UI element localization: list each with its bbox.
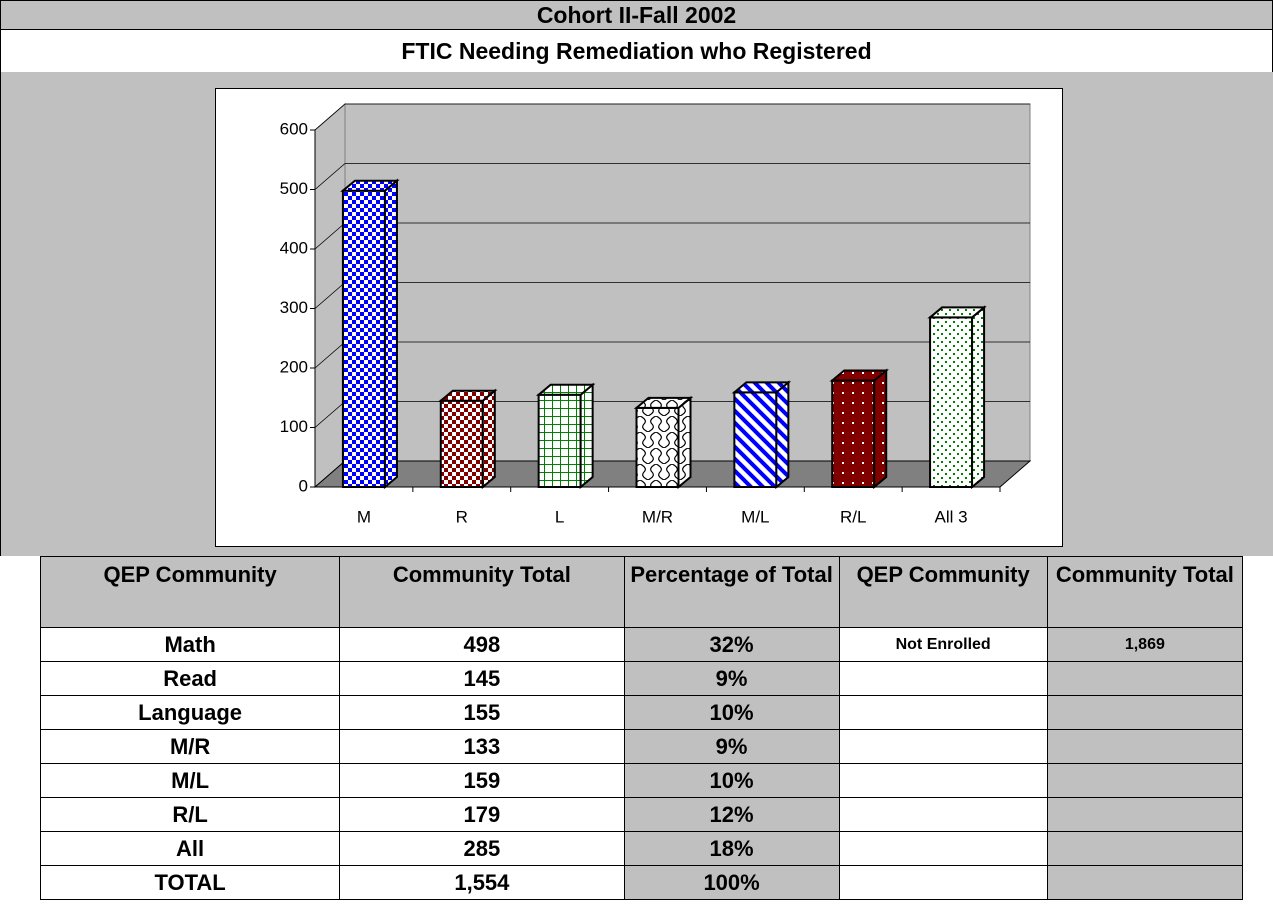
cell [838, 865, 1048, 900]
cell: 12% [623, 797, 840, 832]
x-tick-label: R [456, 507, 468, 526]
cell [1046, 797, 1244, 832]
bar-front [439, 399, 484, 489]
row: R/L 179 12% [39, 797, 1244, 832]
cell: Math [39, 627, 341, 662]
header-row: QEP Community Community Total Percentage o… [39, 556, 1244, 628]
x-tick-label: M [357, 507, 371, 526]
bar-front [733, 391, 778, 488]
bar-top [731, 381, 792, 394]
chart-box: 0 100 200 300 400 500 600 M R L M/R M/L R/L All 3 [215, 88, 1063, 547]
cell: 498 [339, 627, 625, 662]
cell: 1,869 [1046, 627, 1244, 662]
cell: R/L [39, 797, 341, 832]
header-cell: QEP Community [838, 556, 1048, 628]
header-cell: QEP Community [39, 556, 341, 628]
y-tick-label: 600 [280, 119, 308, 138]
cell: 145 [339, 661, 625, 696]
cell: 32% [623, 627, 840, 662]
cell: 9% [623, 729, 840, 764]
cell: 155 [339, 695, 625, 730]
x-tick-label: All 3 [935, 507, 968, 526]
bar-top [438, 389, 498, 402]
cell: 10% [623, 763, 840, 798]
cell: 18% [623, 831, 840, 866]
bar-side [579, 382, 594, 490]
cell: Read [39, 661, 341, 696]
x-tick-label: R/L [840, 507, 866, 526]
bar-side [383, 178, 398, 490]
cell: 10% [623, 695, 840, 730]
row: Read 145 9% [39, 661, 1244, 696]
y-tick-label: 0 [299, 476, 308, 495]
bar-top [535, 383, 596, 396]
cell: All [39, 831, 341, 866]
x-tick-label: M/R [642, 507, 673, 526]
bar-side [971, 305, 986, 490]
cell [1046, 695, 1244, 730]
cell: 133 [339, 729, 625, 764]
cell: 179 [339, 797, 625, 832]
bar-side [481, 388, 496, 490]
bar-top [633, 396, 694, 409]
header-cell: Percentage of Total [623, 556, 840, 628]
cell: 159 [339, 763, 625, 798]
cell [838, 831, 1048, 866]
row: All 285 18% [39, 831, 1244, 866]
grid-line [314, 103, 1030, 131]
cell [1046, 763, 1244, 798]
chart: 0 100 200 300 400 500 600 M R L M/R M/L R/L All 3 [280, 102, 1032, 526]
cell [838, 729, 1048, 764]
cell [838, 695, 1048, 730]
cell: TOTAL [39, 865, 341, 900]
title: Cohort II-Fall 2002 [0, 0, 1273, 30]
cell: 1,554 [339, 865, 625, 900]
bar-side [677, 395, 692, 490]
table: QEP Community Community Total Percentage o… [39, 556, 1244, 900]
cell [1046, 831, 1244, 866]
bar-front [831, 379, 876, 488]
bar-front [537, 393, 582, 488]
bar-top [927, 306, 987, 319]
row: M/L 159 10% [39, 763, 1244, 798]
header-cell: Community Total [1046, 556, 1244, 628]
bar-top [340, 179, 400, 192]
row: M/R 133 9% [39, 729, 1244, 764]
row: TOTAL 1,554 100% [39, 865, 1244, 900]
y-tick-label: 200 [280, 357, 308, 376]
cell [838, 661, 1048, 696]
cell: Language [39, 695, 341, 730]
x-tick-label: M/L [741, 507, 769, 526]
cell: 100% [623, 865, 840, 900]
subtitle: FTIC Needing Remediation who Registered [0, 29, 1273, 73]
bar-side [775, 380, 790, 490]
cell [838, 763, 1048, 798]
y-tick-label: 300 [280, 298, 308, 317]
cell [1046, 661, 1244, 696]
cell: M/L [39, 763, 341, 798]
bar-front [929, 316, 974, 488]
y-tick-label: 400 [280, 238, 308, 257]
cell: 285 [339, 831, 625, 866]
cell: Not Enrolled [838, 627, 1048, 662]
y-tick-label: 500 [280, 179, 308, 198]
cell [838, 797, 1048, 832]
header-cell: Community Total [339, 556, 625, 628]
x-tick-label: L [555, 507, 564, 526]
y-tick-label: 100 [280, 417, 308, 436]
cell: 9% [623, 661, 840, 696]
cell [1046, 865, 1244, 900]
cell [1046, 729, 1244, 764]
bar-side [873, 368, 888, 490]
grid-line [314, 163, 1030, 190]
row: Math 498 32% Not Enrolled 1,869 [39, 627, 1244, 662]
cell: M/R [39, 729, 341, 764]
bar-top [829, 369, 889, 382]
bar-front [635, 406, 680, 488]
bar-front [341, 189, 386, 488]
row: Language 155 10% [39, 695, 1244, 730]
